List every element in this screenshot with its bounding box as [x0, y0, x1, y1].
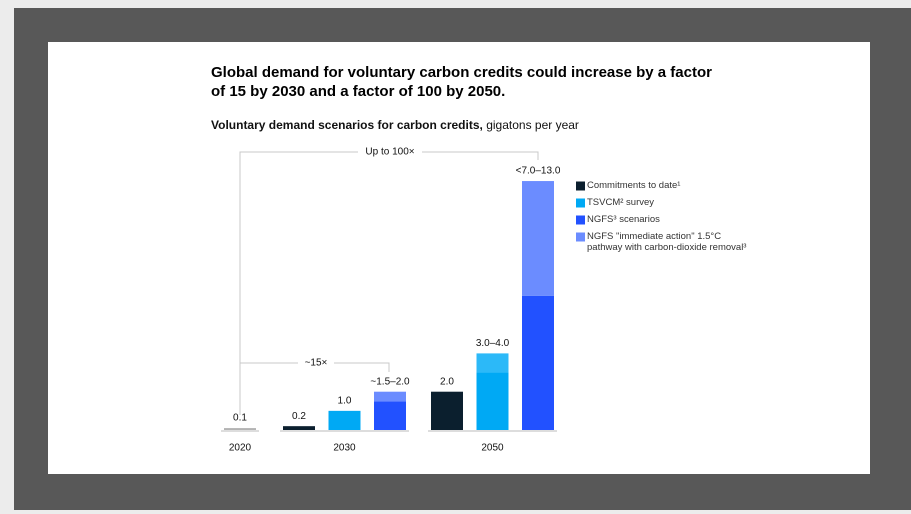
bar-segment: [431, 391, 463, 430]
value-label: <7.0–13.0: [516, 166, 561, 177]
legend-swatch: [576, 181, 585, 191]
group-label: 2050: [481, 443, 504, 454]
bar-segment: [522, 181, 554, 296]
value-label: 1.0: [338, 395, 352, 406]
legend-swatch: [576, 232, 585, 242]
bar-segment: [283, 426, 315, 430]
bar-segment: [374, 391, 406, 402]
annotation: ~15×: [305, 358, 328, 369]
unit: gigatons per year: [486, 118, 579, 132]
chart-title: Global demand for voluntary carbon credi…: [211, 64, 712, 100]
bar-segment: [522, 295, 554, 430]
value-label: 0.1: [233, 413, 247, 424]
legend-label: NGFS "immediate action" 1.5°C pathway wi…: [587, 231, 747, 253]
bar-segment: [224, 428, 256, 430]
value-label: ~1.5–2.0: [370, 376, 410, 387]
legend-label: NGFS³ scenarios: [587, 214, 660, 225]
subtitle: Voluntary demand scenarios for carbon cr…: [211, 118, 483, 132]
annotation: Up to 100×: [365, 147, 414, 158]
group-label: 2020: [229, 443, 252, 454]
value-label: 2.0: [440, 376, 454, 387]
value-label: 3.0–4.0: [476, 338, 510, 349]
subtitle-line: Voluntary demand scenarios for carbon cr…: [211, 118, 579, 132]
bar-segment: [328, 410, 361, 430]
legend-swatch: [576, 198, 585, 208]
legend-label: Commitments to date¹: [587, 180, 681, 191]
bracket-15x: [240, 362, 390, 372]
group-label: 2030: [333, 443, 356, 454]
value-label: 0.2: [292, 411, 306, 422]
bar-segment: [476, 353, 509, 373]
legend-label: TSVCM² survey: [587, 197, 655, 208]
bracket-100x: [239, 151, 539, 415]
bar-segment: [374, 401, 406, 430]
bar-segment: [476, 372, 509, 430]
legend-swatch: [576, 215, 585, 225]
